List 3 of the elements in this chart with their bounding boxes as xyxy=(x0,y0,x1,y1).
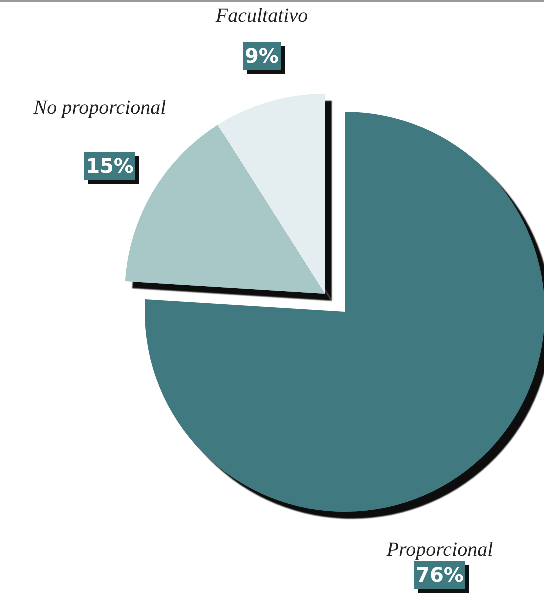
slice-label: Facultativo xyxy=(214,5,308,27)
slice-label: No proporcional xyxy=(32,97,167,119)
slice-label: Proporcional xyxy=(386,539,494,561)
